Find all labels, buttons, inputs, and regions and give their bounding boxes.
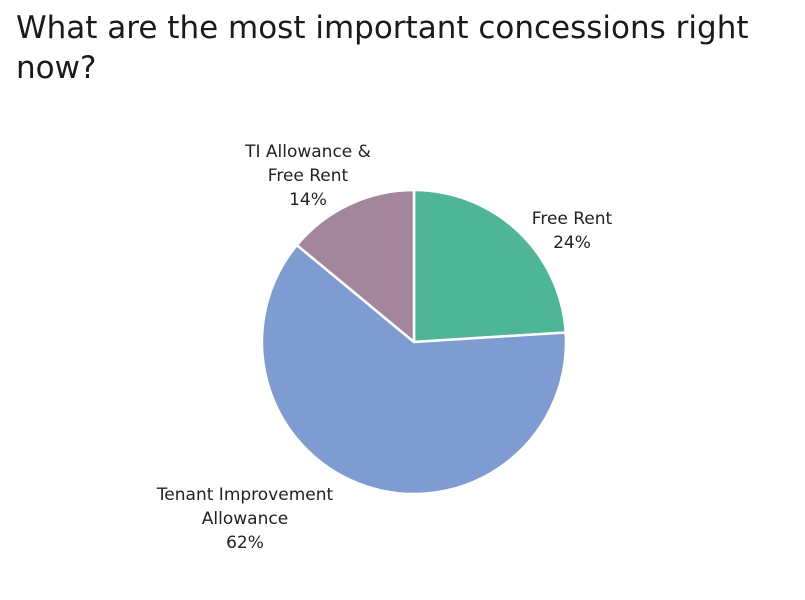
pie-slice-0	[412, 188, 567, 344]
pie-label-0: Free Rent 24%	[532, 209, 613, 253]
pie-slice-1	[260, 243, 568, 496]
pie-label-name-line: TI Allowance &	[244, 142, 371, 162]
pie-label-name-line: Tenant Improvement	[156, 485, 334, 505]
pie-labels: Free Rent 24% Tenant Improvement Allowance 6…	[156, 142, 613, 553]
pie-slices	[260, 188, 568, 496]
pie-label-name-line: Allowance	[202, 509, 288, 529]
pie-label-value: 62%	[226, 533, 264, 553]
pie-label-name-line: Free Rent	[268, 166, 349, 186]
pie-label-name-line: Free Rent	[532, 209, 613, 229]
pie-label-2: TI Allowance & Free Rent 14%	[244, 142, 371, 210]
pie-slice-2	[295, 188, 416, 344]
pie-label-1: Tenant Improvement Allowance 62%	[156, 485, 334, 553]
pie-label-value: 24%	[553, 233, 591, 253]
pie-label-value: 14%	[289, 190, 327, 210]
chart-title: What are the most important concessions …	[16, 10, 749, 86]
